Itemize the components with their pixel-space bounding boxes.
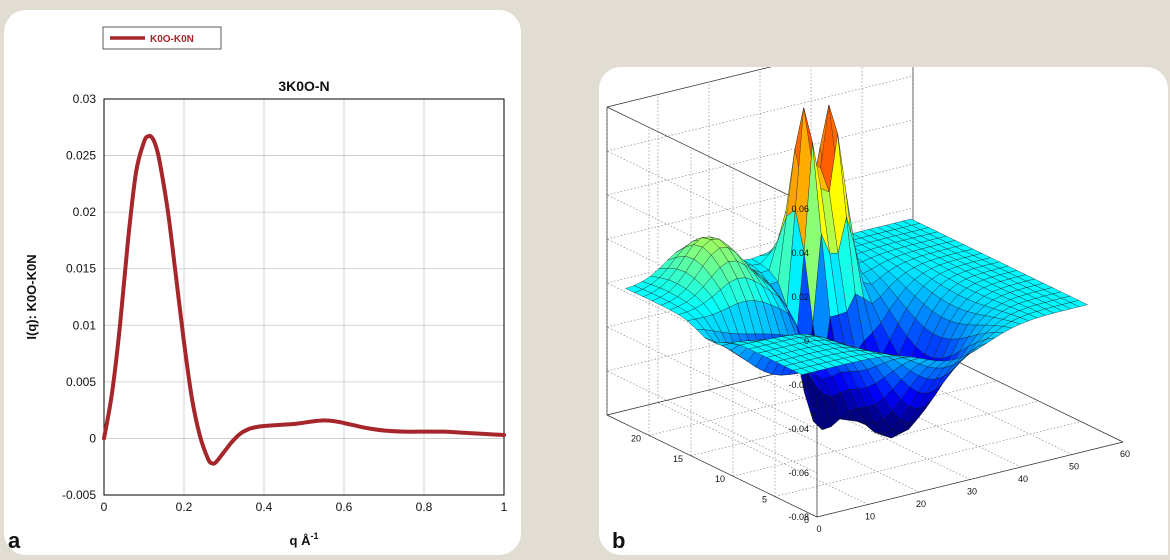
axis-line: [606, 414, 818, 518]
y-tick-label: 0.03: [73, 92, 97, 106]
panel-label-b: b: [612, 528, 626, 553]
x-tick-label: 0.8: [416, 500, 433, 514]
gridline: [759, 377, 971, 480]
y-tick-label: 0.02: [73, 205, 97, 219]
axis-line: [816, 441, 1124, 518]
panel-label-a: a: [8, 528, 21, 553]
x-tick-label: 0: [101, 500, 108, 514]
legend: K0O-K0N: [102, 26, 222, 50]
y-axis-label: I(q): K0O-K0N: [24, 254, 39, 339]
grid: [103, 98, 505, 496]
x-axis-label-exponent: -1: [310, 531, 318, 541]
x-tick-label: 1: [501, 500, 508, 514]
z-tick-label: -0.04: [788, 424, 809, 434]
gridline: [606, 119, 914, 196]
gridline: [606, 370, 818, 474]
z-tick-label: 0: [804, 336, 809, 346]
gridline: [606, 326, 818, 430]
line-chart: 0 0.2 0.4 0.6 0.8 1 -0.005 0 0.005 0.01 0.015 0.02 0…: [24, 26, 508, 548]
y-tick-label: 20: [631, 433, 641, 443]
y-tick-label: -0.005: [62, 488, 96, 502]
legend-label: K0O-K0N: [150, 34, 194, 45]
surface-facet: [1069, 300, 1089, 307]
z-tick-label: -0.06: [788, 468, 809, 478]
surface-chart: 0.060.040.020-0.02-0.04-0.06-0.082520151…: [589, 31, 1130, 534]
x-tick-label: 30: [967, 487, 977, 497]
legend-box: [102, 26, 222, 50]
series-line: [102, 133, 506, 466]
surface-mesh: [625, 104, 1089, 439]
axes-box: [606, 31, 1124, 518]
x-tick-label: 10: [865, 512, 875, 522]
gridline: [732, 400, 1040, 477]
y-tick-label: 10: [715, 474, 725, 484]
y-tick-label: 5: [762, 495, 767, 505]
y-tick-label: 0: [804, 515, 809, 525]
y-tick-label: 0: [89, 431, 96, 445]
z-tick-label: -0.08: [788, 512, 809, 522]
y-tick-label: 0.01: [73, 318, 97, 332]
gridline: [861, 352, 1073, 455]
axis-line: [606, 106, 818, 210]
x-tick-label: 60: [1120, 449, 1130, 459]
x-tick-label: 20: [916, 499, 926, 509]
x-tick-label: 0.2: [176, 500, 193, 514]
y-tick-label: 15: [673, 454, 683, 464]
panel-b: 0.060.040.020-0.02-0.04-0.06-0.082520151…: [589, 31, 1168, 555]
tick-labels: 0 0.2 0.4 0.6 0.8 1 -0.005 0 0.005 0.01 0.015 0.02 0…: [62, 92, 508, 514]
x-tick-label: 50: [1069, 462, 1079, 472]
gridline: [657, 402, 869, 505]
z-tick-label: 0.02: [791, 292, 809, 302]
x-tick-label: 0: [816, 524, 821, 534]
y-tick-label: 0.025: [66, 149, 96, 163]
x-axis-label: q Å-1: [290, 531, 319, 548]
z-tick-label: 0.04: [791, 248, 809, 258]
x-tick-label: 0.6: [336, 500, 353, 514]
z-tick-label: -0.02: [788, 380, 809, 390]
gridline: [774, 421, 1082, 497]
x-tick-label: 40: [1018, 474, 1028, 484]
y-tick-label: 0.015: [66, 262, 96, 276]
plot-frame: [103, 98, 505, 496]
z-tick-label: 0.06: [791, 204, 809, 214]
gridline: [708, 389, 920, 493]
x-tick-label: 0.4: [256, 500, 273, 514]
tick-labels: 0.060.040.020-0.02-0.04-0.06-0.082520151…: [589, 204, 1130, 534]
panel-a: 0 0.2 0.4 0.6 0.8 1 -0.005 0 0.005 0.01 0.015 0.02 0…: [4, 10, 521, 555]
y-tick-label: 0.005: [66, 375, 96, 389]
chart-title: 3K0O-N: [278, 78, 329, 94]
